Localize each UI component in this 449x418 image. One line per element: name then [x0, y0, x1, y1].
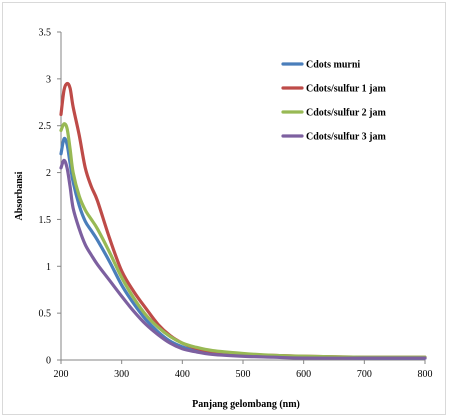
x-tick-label: 300	[114, 369, 129, 380]
legend-label-4: Cdots/sulfur 3 jam	[306, 132, 386, 143]
legend-label-2: Cdots/sulfur 1 jam	[306, 84, 386, 95]
series-line-4	[59, 158, 427, 360]
y-tick-label: 1	[46, 262, 51, 273]
y-tick-label: 2	[46, 168, 51, 179]
x-tick-label: 600	[296, 369, 311, 380]
y-tick-label: 3	[46, 74, 51, 85]
y-tick-label: 3.5	[39, 28, 52, 39]
legend-label-1: Cdots murni	[306, 60, 360, 71]
series-line-2	[59, 81, 427, 359]
x-tick-label: 700	[357, 369, 372, 380]
legend-label-3: Cdots/sulfur 2 jam	[306, 108, 386, 119]
y-axis-title: Absorbansi	[14, 171, 25, 220]
y-tick-label: 0	[46, 356, 51, 367]
x-axis-ticks: 200 300 400 500 600 700 800	[54, 360, 433, 380]
legend: Cdots murni Cdots/sulfur 1 jam Cdots/sulfu…	[281, 60, 386, 143]
x-tick-label: 200	[54, 369, 69, 380]
y-tick-label: 0.5	[39, 309, 52, 320]
y-tick-label: 2.5	[39, 121, 52, 132]
series-lines	[59, 81, 427, 360]
y-axis-ticks: 0 0.5 1 1.5 2 2.5 3 3.5	[39, 28, 61, 367]
x-tick-label: 800	[418, 369, 433, 380]
chart-frame	[2, 2, 446, 415]
series-line-3	[59, 122, 427, 359]
x-tick-label: 400	[175, 369, 190, 380]
x-axis-title: Panjang gelombang (nm)	[192, 399, 300, 410]
y-tick-label: 1.5	[39, 215, 52, 226]
series-line-1	[59, 136, 427, 360]
x-tick-label: 500	[236, 369, 251, 380]
